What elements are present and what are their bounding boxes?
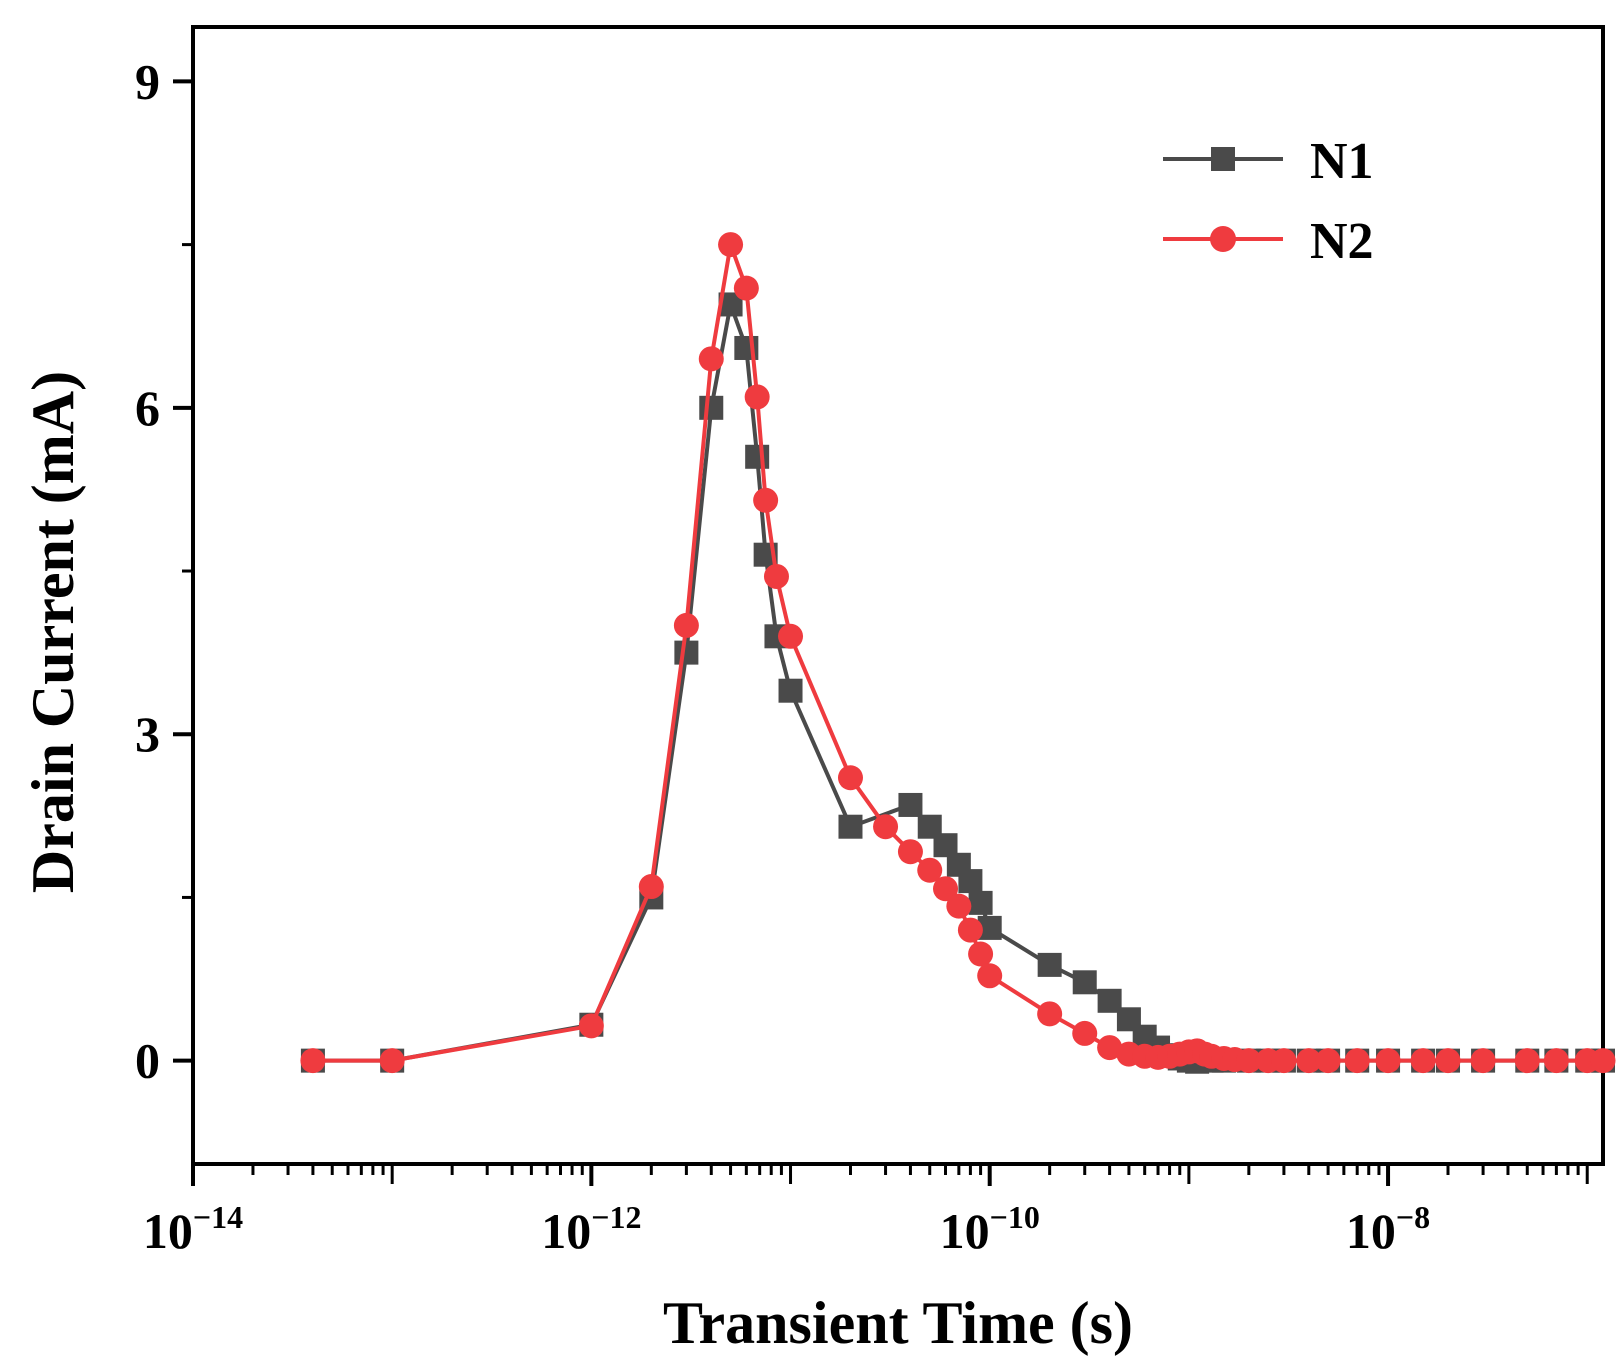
data-point-n2 — [1236, 1048, 1262, 1074]
data-point-n2 — [1543, 1048, 1569, 1074]
x-tick-label: 10−12 — [541, 1199, 641, 1259]
data-point-n2 — [300, 1048, 326, 1074]
y-axis-title: Drain Current (mA) — [20, 371, 86, 893]
data-point-n1 — [699, 395, 724, 420]
data-point-n2 — [968, 941, 994, 967]
data-point-n2 — [763, 563, 789, 589]
y-ticks: 0 3 6 9 — [135, 53, 193, 1089]
data-point-n1 — [958, 869, 983, 894]
data-point-n2 — [933, 876, 959, 902]
legend-item-n2: N2 — [1163, 213, 1374, 270]
data-point-n2 — [917, 857, 943, 883]
data-point-n2 — [1072, 1020, 1098, 1046]
data-point-n2 — [1271, 1048, 1297, 1074]
data-point-n2 — [718, 232, 744, 258]
x-tick-label: 10−8 — [1346, 1199, 1430, 1259]
data-point-n2 — [977, 963, 1003, 989]
data-point-n2 — [753, 487, 779, 513]
x-minor-ticks — [191, 1164, 1589, 1184]
legend-label-n2: N2 — [1310, 213, 1374, 270]
data-point-n2 — [1037, 1001, 1063, 1027]
data-point-n2 — [578, 1013, 604, 1039]
data-point-n2 — [897, 839, 923, 865]
data-point-n2 — [1375, 1048, 1401, 1074]
x-tick-label: 10−14 — [143, 1199, 243, 1259]
plot-area — [191, 25, 1605, 1166]
data-point-n2 — [946, 893, 972, 919]
data-point-n1 — [968, 890, 993, 915]
series-n2 — [300, 232, 1616, 1074]
legend: N1 N2 — [1163, 133, 1374, 270]
data-point-n2 — [1435, 1048, 1461, 1074]
legend-marker-n2 — [1210, 226, 1236, 252]
data-point-n2 — [1296, 1048, 1322, 1074]
data-point-n1 — [1072, 970, 1097, 995]
x-axis-title: Transient Time (s) — [663, 1290, 1133, 1356]
data-point-n2 — [1514, 1048, 1540, 1074]
data-point-n2 — [733, 275, 759, 301]
y-tick-label: 6 — [135, 380, 160, 436]
data-point-n1 — [838, 814, 863, 839]
data-point-n2 — [778, 623, 804, 649]
y-tick-label: 0 — [135, 1033, 160, 1089]
legend-marker-n1 — [1211, 147, 1235, 171]
data-point-n2 — [957, 917, 983, 943]
y-tick-label: 3 — [135, 706, 160, 762]
data-point-n2 — [1410, 1048, 1436, 1074]
data-point-n2 — [698, 346, 724, 372]
data-point-n2 — [638, 874, 664, 900]
data-point-n2 — [1470, 1048, 1496, 1074]
data-point-n2 — [873, 814, 899, 840]
data-point-n2 — [744, 384, 770, 410]
data-point-n2 — [1590, 1048, 1616, 1074]
legend-label-n1: N1 — [1310, 133, 1374, 190]
data-point-n1 — [745, 444, 770, 469]
data-point-n2 — [1097, 1035, 1123, 1061]
data-point-n2 — [1344, 1048, 1370, 1074]
series-layer — [300, 232, 1616, 1074]
data-point-n1 — [898, 792, 923, 817]
y-tick-label: 9 — [135, 53, 160, 109]
data-point-n2 — [837, 765, 863, 791]
x-tick-label: 10−10 — [940, 1199, 1040, 1259]
data-point-n2 — [1315, 1048, 1341, 1074]
data-point-n1 — [1037, 952, 1062, 977]
data-point-n1 — [674, 640, 699, 665]
data-point-n2 — [673, 612, 699, 638]
x-major-ticks: 10−14 10−12 10−10 10−8 — [143, 1164, 1430, 1259]
data-point-n2 — [379, 1048, 405, 1074]
legend-item-n1: N1 — [1163, 133, 1374, 190]
data-point-n1 — [778, 678, 803, 703]
